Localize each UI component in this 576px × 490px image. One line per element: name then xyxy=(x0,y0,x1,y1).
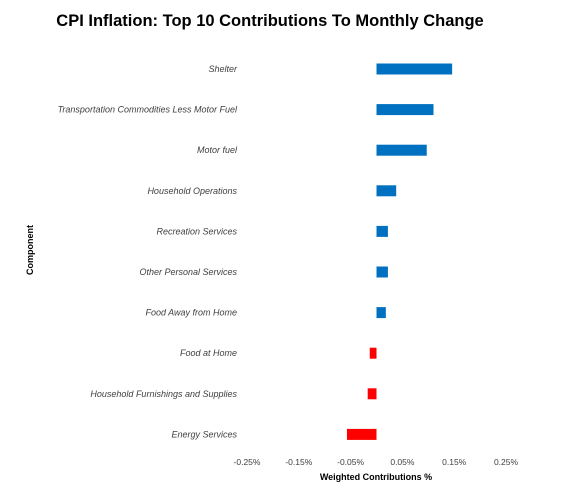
bar-energy-services xyxy=(346,428,377,440)
category-label-household-operations: Household Operations xyxy=(147,186,237,196)
category-labels: Shelter Transportation Commodities Less M… xyxy=(58,64,238,439)
bar-other-personal-services xyxy=(376,266,388,278)
x-axis-title: Weighted Contributions % xyxy=(320,472,432,482)
bar-food-at-home xyxy=(369,347,377,359)
bar-motor-fuel xyxy=(376,144,427,156)
bar-household-operations xyxy=(376,185,397,197)
x-tick-label: -0.25% xyxy=(234,457,261,467)
category-label-other-personal-services: Other Personal Services xyxy=(139,267,237,277)
x-tick-label: 0.05% xyxy=(390,457,415,467)
category-label-recreation-services: Recreation Services xyxy=(156,226,237,236)
category-label-shelter: Shelter xyxy=(208,64,238,74)
bar-transportation-commodities-less-motor-fuel xyxy=(376,104,434,116)
y-axis-title: Component xyxy=(25,225,35,275)
bar-shelter xyxy=(376,63,453,75)
bar-household-furnishings-and-supplies xyxy=(367,388,377,400)
x-tick-label: 0.25% xyxy=(494,457,519,467)
x-tick-label: -0.15% xyxy=(285,457,312,467)
category-label-transportation-commodities-less-motor-fuel: Transportation Commodities Less Motor Fu… xyxy=(58,105,238,115)
bars xyxy=(346,63,453,440)
category-label-motor-fuel: Motor fuel xyxy=(197,145,238,155)
chart-title: CPI Inflation: Top 10 Contributions To M… xyxy=(56,12,483,30)
category-label-energy-services: Energy Services xyxy=(171,429,237,439)
category-label-household-furnishings-and-supplies: Household Furnishings and Supplies xyxy=(90,389,237,399)
x-tick-label: -0.05% xyxy=(337,457,364,467)
bar-recreation-services xyxy=(376,225,388,237)
category-label-food-at-home: Food at Home xyxy=(180,348,237,358)
x-tick-label: 0.15% xyxy=(442,457,467,467)
bar-food-away-from-home xyxy=(376,307,386,319)
category-label-food-away-from-home: Food Away from Home xyxy=(145,308,237,318)
x-tick-labels: -0.25% -0.15% -0.05% 0.05% 0.15% 0.25% xyxy=(234,457,519,467)
